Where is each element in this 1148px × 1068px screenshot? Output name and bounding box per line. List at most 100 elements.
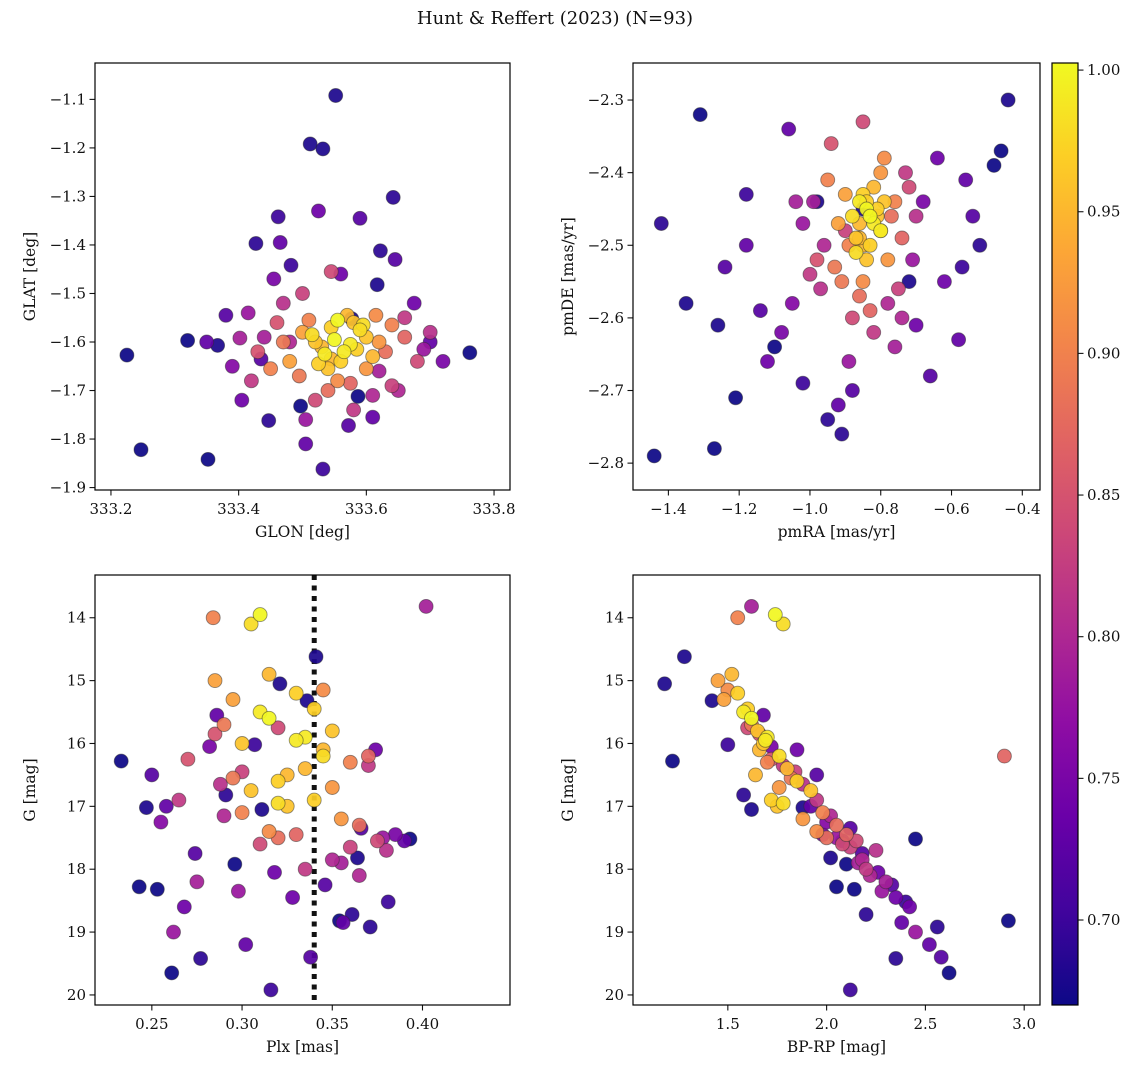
data-point bbox=[823, 136, 839, 152]
data-point bbox=[829, 879, 844, 895]
data-point bbox=[315, 141, 331, 157]
data-point bbox=[842, 982, 858, 998]
x-tick-label: 0.40 bbox=[406, 1015, 439, 1033]
data-point bbox=[716, 692, 732, 707]
data-point bbox=[298, 412, 314, 428]
y-tick-label: −1.2 bbox=[50, 139, 86, 157]
data-point bbox=[760, 354, 775, 369]
data-point bbox=[748, 767, 763, 783]
y-axis-label: pmDE [mas/yr] bbox=[559, 217, 577, 336]
x-tick-label: 333.6 bbox=[345, 500, 388, 518]
data-point bbox=[795, 375, 811, 391]
data-point bbox=[261, 413, 277, 429]
data-point bbox=[781, 121, 797, 137]
x-tick-label: −0.6 bbox=[933, 500, 969, 518]
y-tick-label: 15 bbox=[67, 672, 86, 690]
x-tick-label: 333.4 bbox=[217, 500, 260, 518]
data-point bbox=[283, 257, 299, 273]
data-point bbox=[823, 850, 839, 866]
data-point bbox=[858, 861, 874, 877]
data-point bbox=[252, 836, 268, 852]
data-point bbox=[724, 666, 740, 682]
data-point bbox=[232, 330, 248, 346]
data-point bbox=[351, 868, 367, 883]
data-point bbox=[270, 795, 286, 811]
data-point bbox=[270, 720, 286, 736]
x-axis-label: pmRA [mas/yr] bbox=[778, 523, 896, 541]
data-point bbox=[326, 332, 342, 348]
data-point bbox=[788, 194, 804, 210]
data-point bbox=[187, 846, 203, 861]
y-tick-label: −1.8 bbox=[50, 430, 86, 448]
data-point bbox=[133, 442, 149, 458]
data-point bbox=[852, 288, 867, 304]
panel-plx-g: 0.25 0.30 0.35 0.40 14 15 16 17 18 19 20 Plx [mas] G… bbox=[21, 574, 511, 1056]
data-point bbox=[815, 805, 831, 821]
data-point bbox=[234, 736, 250, 751]
data-point bbox=[855, 274, 871, 290]
data-point bbox=[365, 409, 381, 425]
panel-bprp-g: 1.5 2.0 2.5 3.0 14 15 16 17 18 19 20 BP-RP [mag] G [… bbox=[559, 574, 1041, 1056]
data-point bbox=[905, 252, 921, 268]
data-point bbox=[837, 186, 853, 202]
data-point bbox=[225, 770, 241, 786]
data-point bbox=[218, 307, 234, 323]
y-tick-label: −2.4 bbox=[588, 164, 624, 182]
data-point bbox=[369, 833, 385, 849]
data-point bbox=[759, 754, 775, 770]
data-point bbox=[333, 811, 349, 827]
data-point bbox=[993, 143, 1009, 159]
data-point bbox=[243, 783, 259, 799]
data-point bbox=[965, 208, 981, 224]
data-point bbox=[304, 327, 320, 343]
data-point bbox=[921, 937, 937, 953]
data-point bbox=[308, 649, 324, 665]
data-point bbox=[342, 839, 358, 855]
data-point bbox=[653, 216, 669, 231]
data-point bbox=[795, 811, 811, 827]
data-point bbox=[324, 852, 340, 868]
data-point bbox=[315, 682, 331, 698]
data-point bbox=[269, 315, 285, 331]
colorbar-tick-label: 0.80 bbox=[1087, 628, 1120, 646]
data-point bbox=[774, 324, 790, 340]
data-point bbox=[362, 919, 378, 935]
y-tick-label: −1.9 bbox=[50, 479, 86, 497]
data-point bbox=[164, 965, 180, 981]
data-point bbox=[261, 824, 277, 839]
data-point bbox=[275, 295, 291, 311]
data-point bbox=[270, 209, 286, 225]
data-point bbox=[416, 341, 432, 357]
data-point bbox=[285, 890, 301, 905]
data-point bbox=[834, 274, 850, 290]
data-point bbox=[954, 259, 970, 275]
colorbar-tick-label: 0.75 bbox=[1087, 769, 1120, 787]
data-point bbox=[224, 358, 240, 374]
data-point bbox=[307, 392, 323, 408]
data-point bbox=[317, 877, 333, 893]
data-point bbox=[730, 610, 746, 626]
data-point bbox=[243, 373, 259, 389]
data-point bbox=[202, 739, 218, 755]
y-tick-label: −2.7 bbox=[588, 382, 624, 400]
data-point bbox=[270, 773, 286, 789]
data-point bbox=[288, 732, 304, 748]
data-point bbox=[986, 157, 1002, 173]
data-point bbox=[335, 915, 351, 931]
data-point bbox=[306, 701, 322, 717]
data-point bbox=[272, 676, 288, 692]
y-tick-label: 17 bbox=[67, 797, 86, 815]
y-tick-label: −2.3 bbox=[588, 91, 624, 109]
axes-frame bbox=[632, 574, 1041, 1006]
y-tick-label: −2.5 bbox=[588, 236, 624, 254]
data-point bbox=[267, 864, 282, 880]
data-point bbox=[397, 329, 413, 345]
data-point bbox=[330, 312, 346, 328]
data-point bbox=[144, 767, 160, 783]
x-tick-label: −1.2 bbox=[721, 500, 757, 518]
data-point bbox=[816, 237, 832, 253]
data-point bbox=[385, 189, 401, 205]
data-point bbox=[336, 344, 352, 360]
y-tick-label: −2.6 bbox=[588, 309, 624, 327]
